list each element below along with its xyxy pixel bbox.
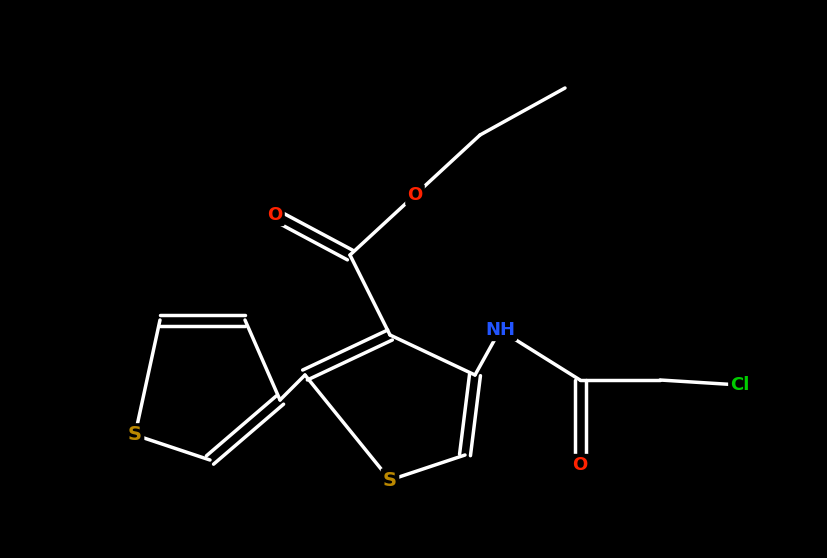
Text: O: O	[267, 206, 283, 224]
Text: S: S	[128, 426, 142, 445]
Text: NH: NH	[485, 321, 515, 339]
Text: S: S	[383, 470, 397, 489]
Text: Cl: Cl	[730, 376, 750, 394]
Text: O: O	[572, 456, 588, 474]
Text: O: O	[408, 186, 423, 204]
